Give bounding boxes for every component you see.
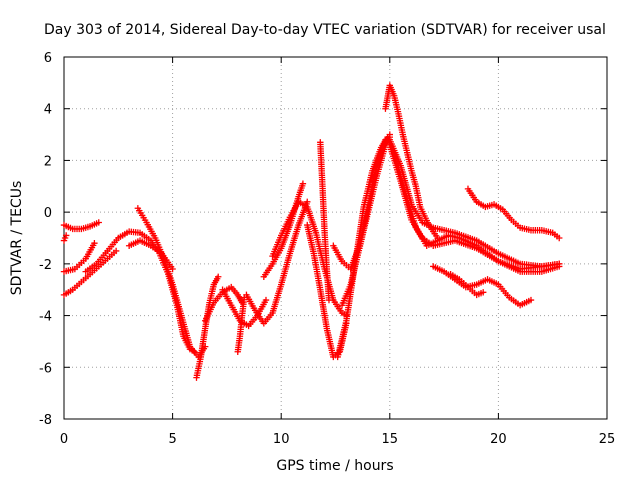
x-tick-label: 10 [273, 432, 290, 447]
axis-ticks [63, 56, 608, 420]
x-axis-label: GPS time / hours [276, 458, 393, 474]
data-point [556, 234, 563, 242]
data-point [215, 273, 222, 280]
x-tick-label: 15 [382, 432, 399, 447]
y-tick-labels: -8 -6 -4 -2 0 2 4 6 [39, 51, 52, 428]
x-tick-label: 5 [168, 432, 176, 447]
data-point [527, 296, 535, 304]
y-tick-label: 6 [44, 51, 52, 66]
series-track-16 [317, 139, 333, 304]
series-track-7 [125, 237, 176, 273]
x-tick-labels: 0 5 10 15 20 25 [60, 432, 615, 447]
x-tick-label: 0 [60, 432, 68, 447]
series-track-23 [390, 149, 563, 273]
data-point [556, 260, 563, 268]
series-track-19 [330, 131, 393, 273]
y-tick-label: -8 [39, 413, 52, 428]
x-tick-label: 25 [599, 432, 616, 447]
series-track-12 [243, 198, 311, 327]
series-track-25 [447, 271, 487, 299]
data-point [262, 296, 270, 304]
data-point [62, 232, 70, 239]
series-track-26 [464, 185, 563, 242]
series-track-3 [60, 219, 102, 233]
x-tick-label: 20 [490, 432, 507, 447]
y-tick-label: 4 [44, 103, 52, 118]
data-point [299, 180, 307, 187]
series-track-1 [60, 247, 120, 299]
y-tick-label: 0 [44, 206, 52, 221]
data-point [95, 219, 102, 226]
series-track-6 [134, 205, 209, 361]
series-track-20 [382, 82, 441, 242]
data-point [479, 289, 487, 296]
series-track-15 [304, 221, 350, 361]
series-track-8 [193, 273, 222, 381]
data-point [169, 265, 176, 273]
y-tick-label: -4 [39, 310, 52, 325]
y-tick-label: -6 [39, 361, 52, 376]
data-point [325, 296, 333, 304]
chart-title: Day 303 of 2014, Sidereal Day-to-day VTE… [44, 22, 606, 38]
data-point [91, 239, 98, 247]
series-track-14 [269, 198, 350, 319]
y-axis-label: SDTVAR / TECUs [9, 181, 25, 296]
data-point [112, 247, 120, 255]
series-track-5 [82, 228, 198, 355]
series-track-17 [334, 133, 391, 361]
data-points [60, 82, 563, 381]
y-tick-label: -2 [39, 258, 52, 273]
series-track-2 [60, 239, 98, 275]
series-track-11 [234, 294, 248, 355]
y-tick-label: 2 [44, 154, 52, 169]
series-track-4 [60, 232, 70, 244]
